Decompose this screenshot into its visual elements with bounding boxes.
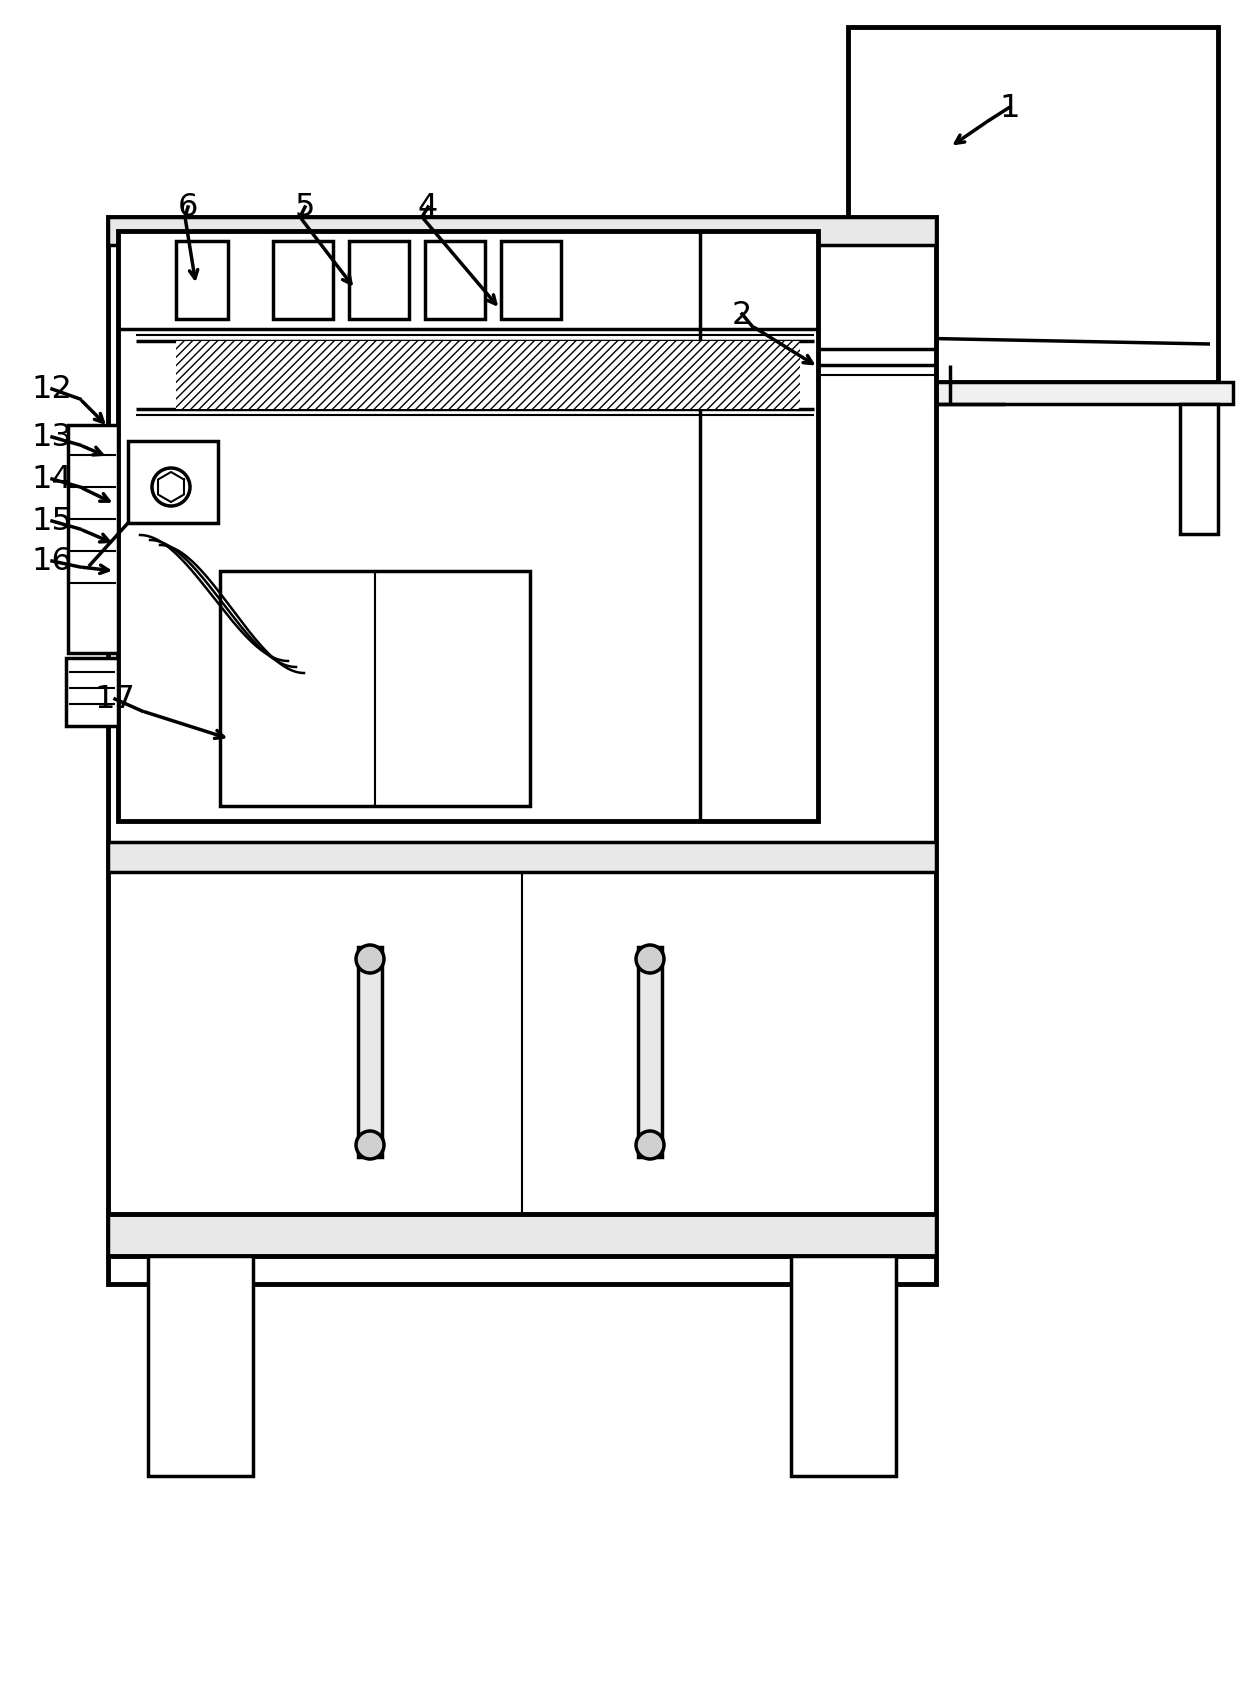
Circle shape: [356, 1132, 384, 1159]
Bar: [108, 842, 936, 873]
Text: 2: 2: [732, 300, 753, 331]
Text: 5: 5: [295, 193, 315, 223]
Bar: [108, 1214, 936, 1257]
Bar: [358, 948, 382, 1158]
Bar: [833, 384, 1233, 404]
Bar: [501, 242, 560, 321]
Text: 6: 6: [177, 193, 198, 223]
Text: 1: 1: [999, 92, 1021, 123]
Bar: [219, 571, 529, 806]
Bar: [273, 242, 334, 321]
Bar: [68, 426, 118, 653]
Bar: [1180, 404, 1218, 535]
Bar: [176, 341, 800, 409]
Bar: [348, 242, 409, 321]
Text: 4: 4: [418, 193, 438, 223]
Text: 15: 15: [31, 506, 72, 537]
Bar: [791, 1257, 897, 1477]
Circle shape: [636, 1132, 663, 1159]
Circle shape: [356, 946, 384, 974]
Bar: [108, 218, 936, 246]
Bar: [148, 1257, 253, 1477]
Bar: [118, 232, 818, 822]
Bar: [848, 27, 1218, 384]
Bar: [425, 242, 485, 321]
Text: 17: 17: [94, 684, 135, 714]
Bar: [639, 948, 662, 1158]
Text: 16: 16: [31, 546, 72, 578]
Circle shape: [636, 946, 663, 974]
Text: 13: 13: [31, 423, 72, 454]
Text: 12: 12: [31, 375, 72, 406]
Text: 14: 14: [32, 464, 72, 494]
Bar: [176, 242, 228, 321]
Bar: [66, 658, 118, 726]
Bar: [108, 218, 936, 1284]
Bar: [128, 442, 218, 523]
